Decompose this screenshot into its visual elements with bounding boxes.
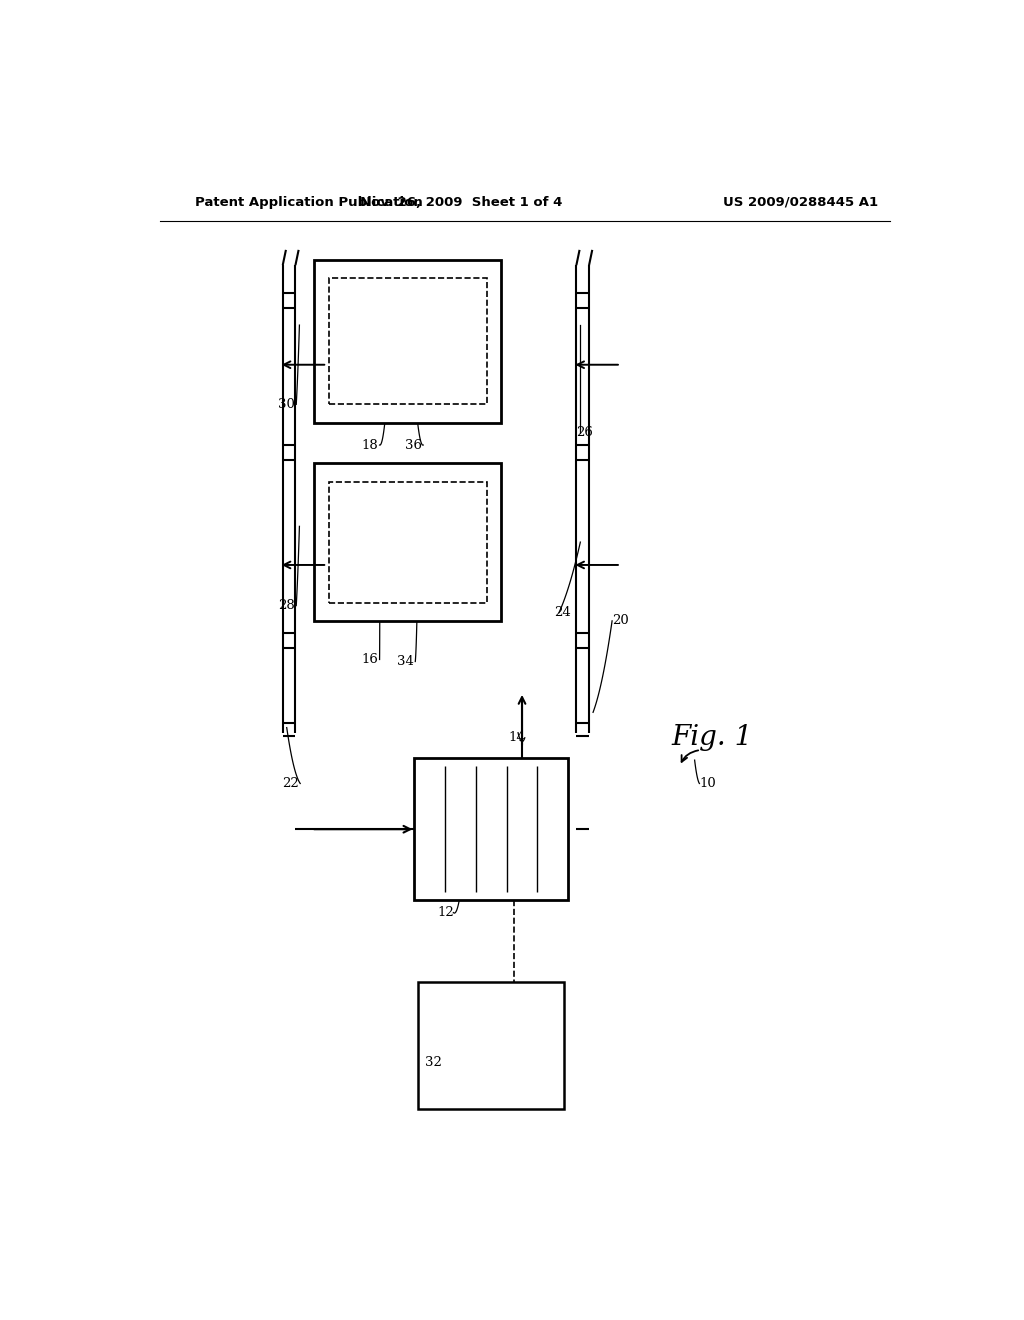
Bar	[418, 982, 564, 1109]
Bar	[414, 758, 568, 900]
Text: 10: 10	[699, 777, 716, 789]
Bar	[329, 482, 486, 602]
Bar	[314, 463, 501, 620]
Text: Fig. 1: Fig. 1	[672, 725, 753, 751]
Text: 28: 28	[279, 599, 295, 612]
Text: Nov. 26, 2009  Sheet 1 of 4: Nov. 26, 2009 Sheet 1 of 4	[360, 195, 562, 209]
Text: 36: 36	[406, 438, 422, 451]
Bar	[329, 279, 486, 404]
Text: 22: 22	[283, 777, 299, 789]
Bar	[314, 260, 501, 422]
Text: 20: 20	[611, 614, 629, 627]
Text: US 2009/0288445 A1: US 2009/0288445 A1	[723, 195, 879, 209]
Text: 12: 12	[437, 906, 454, 919]
Text: 26: 26	[575, 426, 593, 440]
Text: 32: 32	[425, 1056, 442, 1069]
Text: 18: 18	[361, 438, 379, 451]
Text: 14: 14	[509, 731, 525, 744]
Text: 34: 34	[397, 655, 414, 668]
Text: 16: 16	[361, 653, 379, 667]
Text: 30: 30	[279, 397, 295, 411]
Text: 24: 24	[555, 606, 571, 619]
Text: Patent Application Publication: Patent Application Publication	[196, 195, 423, 209]
